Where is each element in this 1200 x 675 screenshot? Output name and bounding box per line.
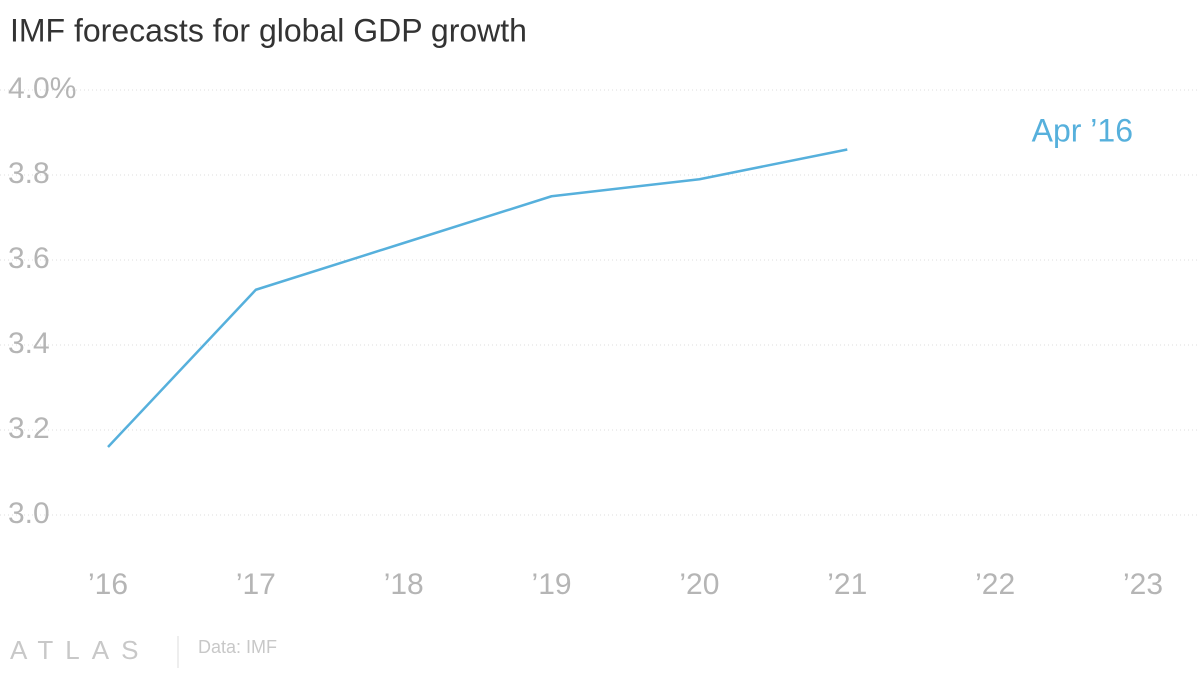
series-label: Apr ’16 <box>1032 112 1133 148</box>
x-tick-label: ’17 <box>236 568 276 601</box>
source: Data: IMF <box>198 637 277 657</box>
x-tick-label: ’16 <box>88 568 128 601</box>
y-tick-label: 3.6 <box>8 242 50 275</box>
x-tick-label: ’21 <box>827 568 867 601</box>
logo: ATLAS <box>10 635 150 665</box>
x-tick-label: ’23 <box>1123 568 1163 601</box>
x-tick-label: ’18 <box>384 568 424 601</box>
y-tick-label: 3.2 <box>8 412 50 445</box>
chart-title: IMF forecasts for global GDP growth <box>10 12 527 48</box>
y-tick-label: 4.0% <box>8 72 76 105</box>
y-tick-label: 3.4 <box>8 327 50 360</box>
y-tick-label: 3.0 <box>8 497 50 530</box>
x-tick-label: ’19 <box>532 568 572 601</box>
series-line <box>107 148 848 448</box>
x-tick-label: ’20 <box>679 568 719 601</box>
x-tick-label: ’22 <box>975 568 1015 601</box>
y-tick-label: 3.8 <box>8 157 50 190</box>
